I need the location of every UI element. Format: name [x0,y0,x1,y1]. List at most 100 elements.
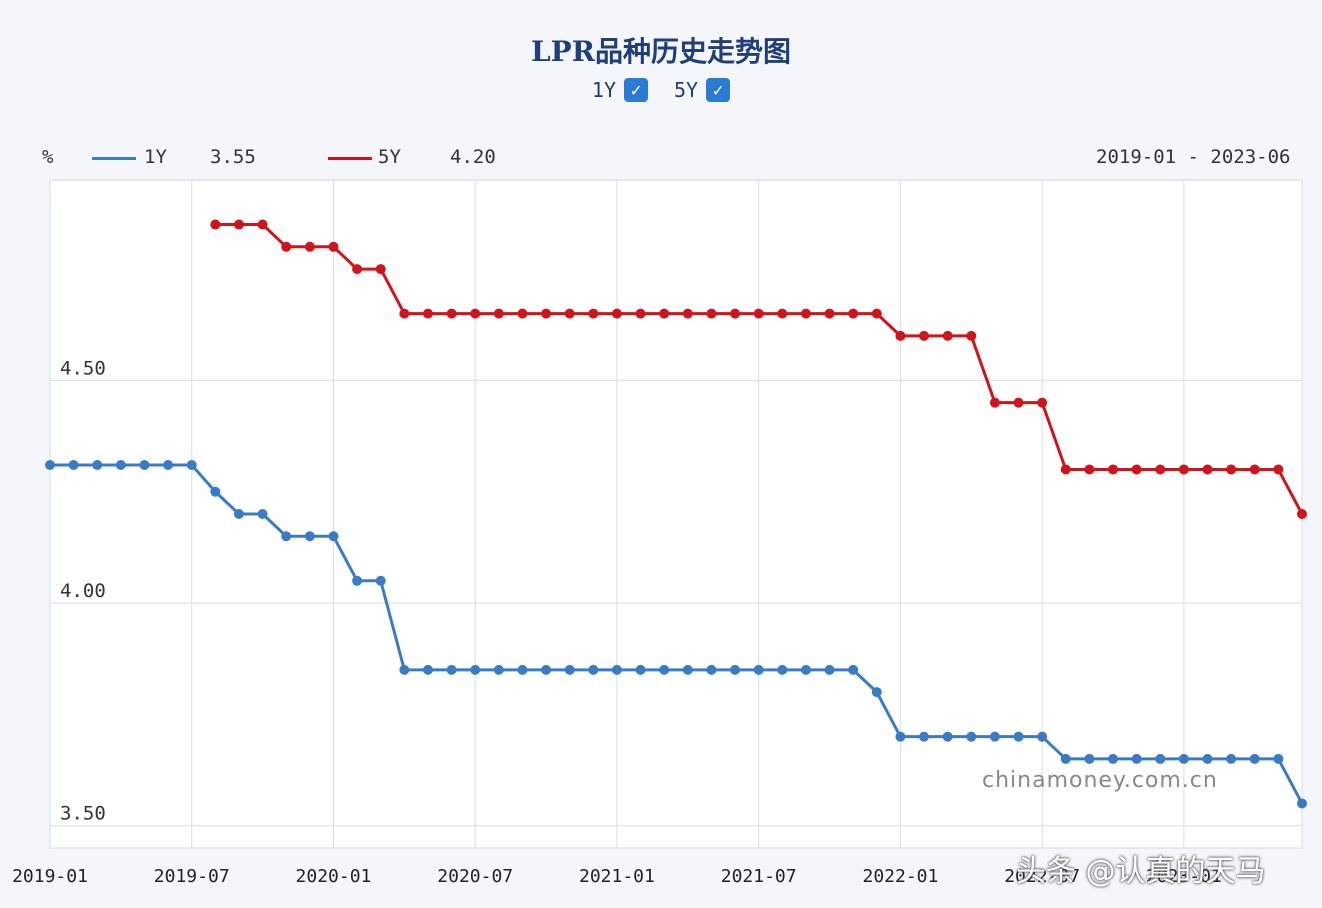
x-tick-label: 2023-01 [1146,866,1222,887]
y-tick-label: 4.50 [60,357,106,379]
data-point-1y [753,664,764,675]
data-point-1y [139,460,150,471]
data-point-5y [966,330,977,341]
data-point-1y [942,731,953,742]
data-point-5y [895,330,906,341]
checkbox-1y-checked-icon[interactable]: ✓ [624,78,648,102]
data-point-1y [989,731,1000,742]
legend-name-1y: 1Y [144,146,167,168]
data-point-1y [635,664,646,675]
data-point-1y [848,664,859,675]
data-point-1y [1178,753,1189,764]
data-point-1y [233,509,244,519]
data-point-5y [989,397,1000,408]
data-point-5y [635,308,646,319]
x-tick-label: 2020-07 [437,866,513,887]
data-point-5y [1226,464,1237,475]
data-point-1y [1202,753,1213,764]
data-point-1y [706,664,717,675]
data-point-5y [1037,397,1048,408]
data-point-1y [1108,753,1119,764]
series-toggles: 1Y ✓ 5Y ✓ [0,78,1322,102]
data-point-5y [682,308,693,319]
data-point-5y [304,241,315,252]
data-point-1y [1084,753,1095,764]
toggle-5y-label: 5Y [674,78,699,102]
data-point-5y [1155,464,1166,475]
data-point-1y [824,664,835,675]
data-point-5y [730,308,741,319]
data-point-5y [1273,464,1284,475]
data-point-5y [210,219,221,230]
data-point-1y [611,664,622,675]
data-point-1y [730,664,741,675]
data-point-5y [706,308,717,319]
checkbox-5y-checked-icon[interactable]: ✓ [706,78,731,102]
x-tick-label: 2022-07 [1004,866,1080,887]
data-point-5y [470,308,481,319]
toggle-5y[interactable]: 5Y ✓ [674,78,731,102]
chart-title: LPR品种历史走势图 [530,35,791,68]
data-point-1y [1249,753,1260,764]
data-point-1y [1297,798,1307,809]
x-tick-label: 2022-01 [862,866,938,887]
data-point-5y [257,219,268,230]
data-point-1y [163,460,174,471]
data-point-5y [871,308,882,319]
data-point-1y [1273,753,1284,764]
data-point-1y [210,486,221,497]
data-point-5y [1108,464,1119,475]
data-point-1y [588,664,599,675]
data-point-5y [1178,464,1189,475]
data-point-1y [517,664,528,675]
author-watermark: 头条 @认真的天马 [1016,854,1266,889]
data-point-5y [1060,464,1071,475]
data-point-5y [800,308,811,319]
toggle-1y-label: 1Y [591,78,616,102]
data-point-1y [45,460,55,471]
data-point-5y [848,308,859,319]
data-point-5y [753,308,764,319]
data-point-5y [777,308,788,319]
x-tick-label: 2021-01 [579,866,655,887]
toggle-1y[interactable]: 1Y ✓ [592,78,648,102]
y-unit-label: % [42,146,54,168]
legend: % 1Y 3.55 5Y 4.20 2019-01 - 2023-06 [0,146,1322,172]
data-point-1y [895,731,906,742]
data-point-1y [1155,753,1166,764]
data-point-1y [352,575,363,586]
data-point-1y [257,509,268,519]
data-point-1y [564,664,575,675]
data-point-5y [1013,397,1024,408]
data-point-5y [659,308,670,319]
data-point-1y [68,460,79,471]
data-point-1y [800,664,811,675]
x-tick-label: 2021-07 [721,866,797,887]
data-point-5y [493,308,504,319]
data-point-5y [588,308,599,319]
data-point-1y [1131,753,1142,764]
data-point-1y [186,460,197,471]
data-point-5y [1249,464,1260,475]
legend-value-5y: 4.20 [450,146,496,168]
data-point-5y [422,308,433,319]
data-point-1y [115,460,126,471]
data-point-1y [777,664,788,675]
y-tick-label: 3.50 [60,803,106,825]
data-point-5y [399,308,410,319]
data-point-5y [1084,464,1095,475]
data-point-5y [352,264,363,275]
data-point-1y [422,664,433,675]
y-tick-label: 4.00 [60,580,106,602]
data-point-1y [919,731,930,742]
data-point-1y [281,531,292,542]
legend-value-1y: 3.55 [210,146,256,168]
data-point-1y [1013,731,1024,742]
data-point-5y [824,308,835,319]
data-point-1y [1037,731,1048,742]
data-point-1y [304,531,315,542]
data-point-5y [328,241,339,252]
data-point-5y [1131,464,1142,475]
data-point-5y [942,330,953,341]
data-point-1y [399,664,410,675]
